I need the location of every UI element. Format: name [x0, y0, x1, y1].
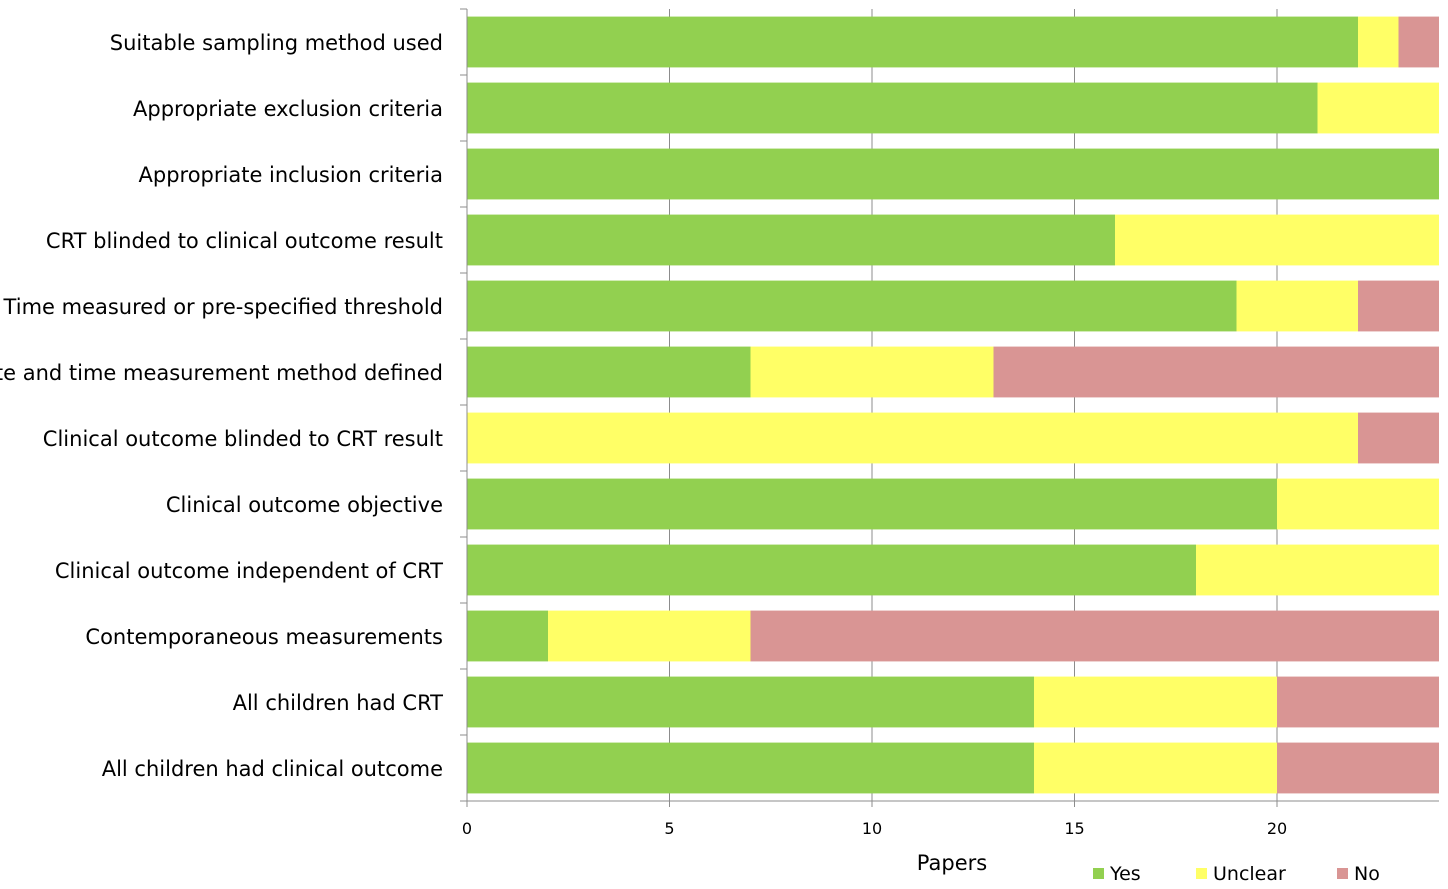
bar-yes-site-and-time-measurement-method-defined: [467, 346, 751, 398]
x-tick-label-5: 5: [664, 819, 674, 838]
bar-no-time-measured-or-pre-specified-threshold: [1358, 280, 1439, 332]
bar-unclear-site-and-time-measurement-method-defined: [750, 346, 994, 398]
bar-yes-time-measured-or-pre-specified-threshold: [467, 280, 1237, 332]
bar-unclear-suitable-sampling-method-used: [1358, 16, 1399, 68]
x-tick-label-0: 0: [462, 819, 472, 838]
category-label-suitable-sampling-method-used: Suitable sampling method used: [110, 31, 443, 55]
gridlines: [669, 9, 1278, 801]
bar-yes-all-children-had-clinical-outcome: [467, 742, 1034, 794]
category-label-all-children-had-crt: All children had CRT: [233, 691, 444, 715]
bar-no-site-and-time-measurement-method-defined: [993, 346, 1439, 398]
bar-yes-appropriate-exclusion-criteria: [467, 82, 1318, 134]
category-label-all-children-had-clinical-outcome: All children had clinical outcome: [102, 757, 443, 781]
legend-label-unclear: Unclear: [1213, 863, 1286, 884]
bar-no-all-children-had-clinical-outcome: [1277, 742, 1439, 794]
bar-no-suitable-sampling-method-used: [1398, 16, 1439, 68]
bar-no-contemporaneous-measurements: [750, 610, 1439, 662]
category-label-time-measured-or-pre-specified-threshold: Time measured or pre-specified threshold: [3, 295, 443, 319]
bar-yes-suitable-sampling-method-used: [467, 16, 1358, 68]
category-label-clinical-outcome-blinded-to-crt-result: Clinical outcome blinded to CRT result: [43, 427, 443, 451]
legend: Yes Unclear No: [1093, 863, 1380, 885]
bar-unclear-clinical-outcome-independent-of-crt: [1196, 544, 1439, 596]
bar-unclear-time-measured-or-pre-specified-threshold: [1236, 280, 1358, 332]
category-label-clinical-outcome-objective: Clinical outcome objective: [166, 493, 443, 517]
bar-unclear-clinical-outcome-blinded-to-crt-result: [467, 412, 1358, 464]
bar-unclear-appropriate-exclusion-criteria: [1317, 82, 1439, 134]
category-labels: Suitable sampling method used Appropriate…: [0, 31, 443, 781]
bar-no-clinical-outcome-blinded-to-crt-result: [1358, 412, 1439, 464]
bar-unclear-crt-blinded-to-clinical-outcome-result: [1115, 214, 1439, 266]
bar-yes-contemporaneous-measurements: [467, 610, 548, 662]
bar-unclear-clinical-outcome-objective: [1277, 478, 1439, 530]
x-tick-label-20: 20: [1267, 819, 1287, 838]
bar-yes-clinical-outcome-independent-of-crt: [467, 544, 1196, 596]
category-label-contemporaneous-measurements: Contemporaneous measurements: [85, 625, 443, 649]
axes: 0 5 10 15 20: [460, 8, 1439, 838]
legend-swatch-yes: [1093, 868, 1104, 879]
category-label-clinical-outcome-independent-of-crt: Clinical outcome independent of CRT: [55, 559, 443, 583]
x-tick-label-10: 10: [862, 819, 882, 838]
category-label-appropriate-exclusion-criteria: Appropriate exclusion criteria: [133, 97, 443, 121]
x-tick-label-15: 15: [1064, 819, 1084, 838]
legend-label-yes: Yes: [1109, 863, 1141, 884]
bar-yes-appropriate-inclusion-criteria: [467, 148, 1439, 200]
bar-unclear-contemporaneous-measurements: [548, 610, 751, 662]
legend-label-no: No: [1354, 863, 1380, 884]
bar-yes-crt-blinded-to-clinical-outcome-result: [467, 214, 1115, 266]
bar-no-all-children-had-crt: [1277, 676, 1439, 728]
bar-yes-all-children-had-crt: [467, 676, 1034, 728]
x-axis-title: Papers: [917, 851, 987, 875]
category-label-crt-blinded-to-clinical-outcome-result: CRT blinded to clinical outcome result: [46, 229, 443, 253]
legend-swatch-unclear: [1196, 868, 1207, 879]
bars: [467, 16, 1439, 794]
bar-unclear-all-children-had-crt: [1034, 676, 1277, 728]
legend-swatch-no: [1337, 868, 1348, 879]
category-label-site-and-time-measurement-method-defined: Site and time measurement method defined: [0, 361, 443, 385]
category-label-appropriate-inclusion-criteria: Appropriate inclusion criteria: [139, 163, 444, 187]
bar-unclear-all-children-had-clinical-outcome: [1034, 742, 1277, 794]
bar-yes-clinical-outcome-objective: [467, 478, 1277, 530]
